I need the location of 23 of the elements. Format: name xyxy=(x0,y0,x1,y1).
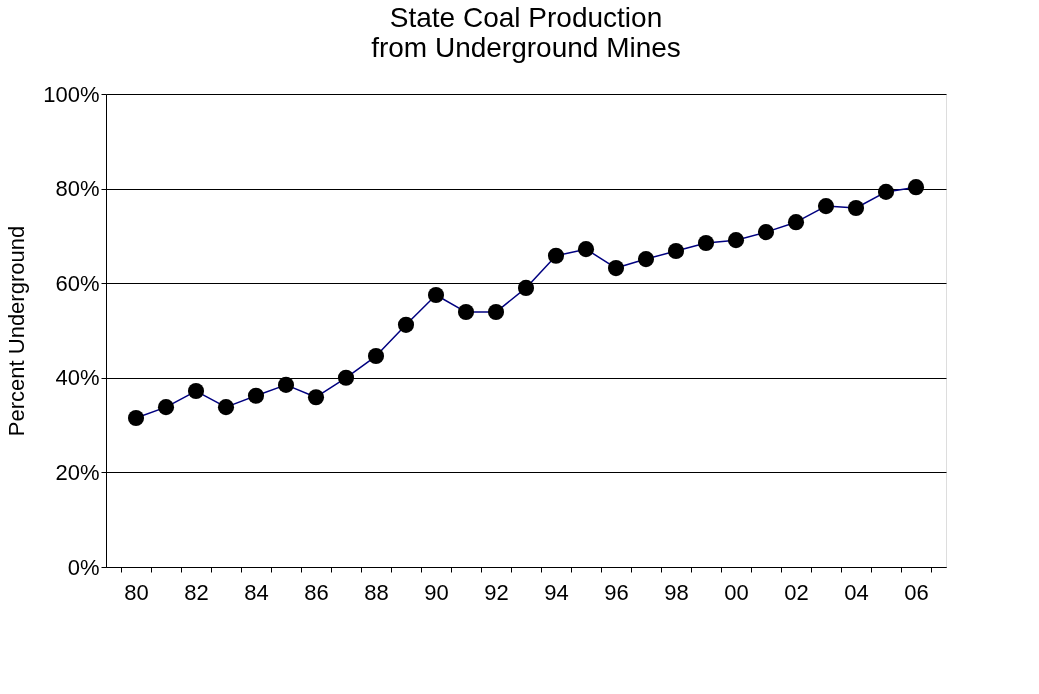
x-tick-label: 98 xyxy=(664,579,689,605)
x-tick-label: 92 xyxy=(484,579,509,605)
x-tick-label: 80 xyxy=(124,579,149,605)
x-tick-label: 84 xyxy=(244,579,269,605)
x-tick-label: 82 xyxy=(184,579,209,605)
y-tick-label: 0% xyxy=(67,554,100,580)
y-tick-label: 60% xyxy=(55,270,100,296)
x-tick-label: 02 xyxy=(784,579,809,605)
y-tick-label: 20% xyxy=(55,459,100,485)
x-tick-label: 06 xyxy=(904,579,929,605)
x-tick-label: 96 xyxy=(604,579,629,605)
x-tick-label: 90 xyxy=(424,579,449,605)
text: State Coal Production xyxy=(389,2,663,33)
y-tick-label: 80% xyxy=(55,176,100,202)
x-tick-label: 00 xyxy=(724,579,749,605)
x-tick-label: 94 xyxy=(544,579,569,605)
y-tick-label: 100% xyxy=(43,81,100,107)
y-tick-label: 40% xyxy=(55,365,100,391)
x-tick-label: 04 xyxy=(844,579,869,605)
x-tick-label: 86 xyxy=(304,579,329,605)
x-tick-label: 88 xyxy=(364,579,389,605)
y-axis-title: Percent Underground xyxy=(4,225,30,437)
text: from Underground Mines xyxy=(371,32,681,63)
